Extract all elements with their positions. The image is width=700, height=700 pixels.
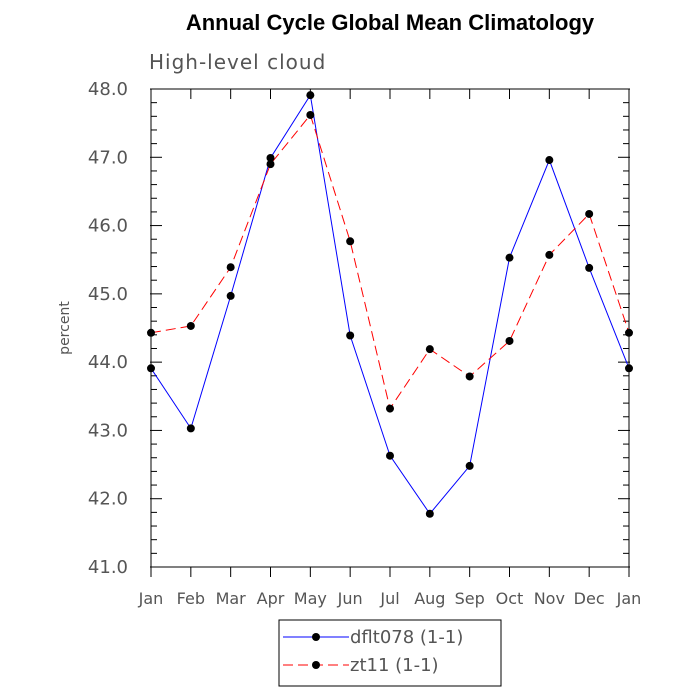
y-axis-label: percent (57, 301, 73, 355)
y-tick-label: 48.0 (88, 79, 128, 100)
legend-marker-2 (312, 661, 320, 669)
data-point (545, 156, 554, 165)
y-tick-label: 46.0 (88, 216, 128, 237)
chart-subtitle: High-level cloud (149, 50, 326, 74)
data-point (147, 364, 155, 373)
data-point (226, 291, 235, 300)
data-point (226, 263, 235, 272)
x-tick-label: Aug (414, 589, 445, 608)
x-tick-label: Jan (616, 589, 642, 608)
data-point (425, 345, 434, 354)
series-lines (150, 93, 630, 515)
data-point (266, 153, 275, 162)
x-tick-label: Jan (138, 589, 164, 608)
data-point (306, 110, 315, 119)
y-tick-label: 44.0 (88, 352, 128, 373)
legend-label-1: dflt078 (1-1) (350, 627, 463, 648)
data-point (625, 364, 633, 373)
data-point (346, 331, 355, 340)
legend: dflt078 (1-1) zt11 (1-1) (278, 619, 502, 687)
data-point (386, 451, 394, 460)
series-line-1 (150, 93, 630, 515)
y-tick-label: 47.0 (88, 147, 128, 168)
x-tick-label: Feb (177, 589, 205, 608)
y-tick-label: 41.0 (88, 557, 128, 578)
x-tick-label: Mar (216, 589, 247, 608)
y-axis-ticks: 41.0 42.0 43.0 44.0 45.0 46.0 47.0 48.0 (88, 79, 630, 578)
x-tick-label: Oct (496, 589, 524, 608)
data-point (505, 336, 514, 345)
x-tick-label: Sep (455, 589, 485, 608)
x-tick-label: Apr (257, 589, 285, 608)
data-point (186, 321, 195, 330)
data-point (386, 404, 394, 413)
y-tick-label: 43.0 (88, 420, 128, 441)
x-tick-label: Nov (534, 589, 565, 608)
x-tick-label: Jul (379, 589, 399, 608)
data-point (465, 372, 474, 381)
series-line-2 (150, 113, 630, 410)
data-point (266, 160, 275, 169)
x-tick-label: Dec (574, 589, 605, 608)
legend-marker-1 (312, 633, 320, 641)
data-point (465, 461, 474, 470)
data-point (186, 424, 195, 433)
data-point (306, 91, 315, 100)
x-axis-ticks: Jan Feb Mar Apr May Jun Jul Aug Sep Oct Nov Dec Jan (138, 89, 642, 608)
data-point (585, 263, 594, 272)
data-point (346, 237, 355, 246)
data-point (545, 250, 554, 259)
data-point (625, 328, 633, 337)
legend-box (278, 619, 502, 687)
legend-label-2: zt11 (1-1) (350, 655, 439, 676)
data-point (147, 328, 155, 337)
series-points (147, 91, 633, 518)
data-point (505, 253, 514, 262)
x-tick-label: Jun (337, 589, 363, 608)
data-point (585, 209, 594, 218)
y-tick-label: 45.0 (88, 284, 128, 305)
y-tick-label: 42.0 (88, 489, 128, 510)
chart-title: Annual Cycle Global Mean Climatology (186, 10, 595, 35)
x-tick-label: May (294, 589, 327, 608)
plot-frame (150, 88, 630, 568)
data-point (425, 509, 434, 518)
